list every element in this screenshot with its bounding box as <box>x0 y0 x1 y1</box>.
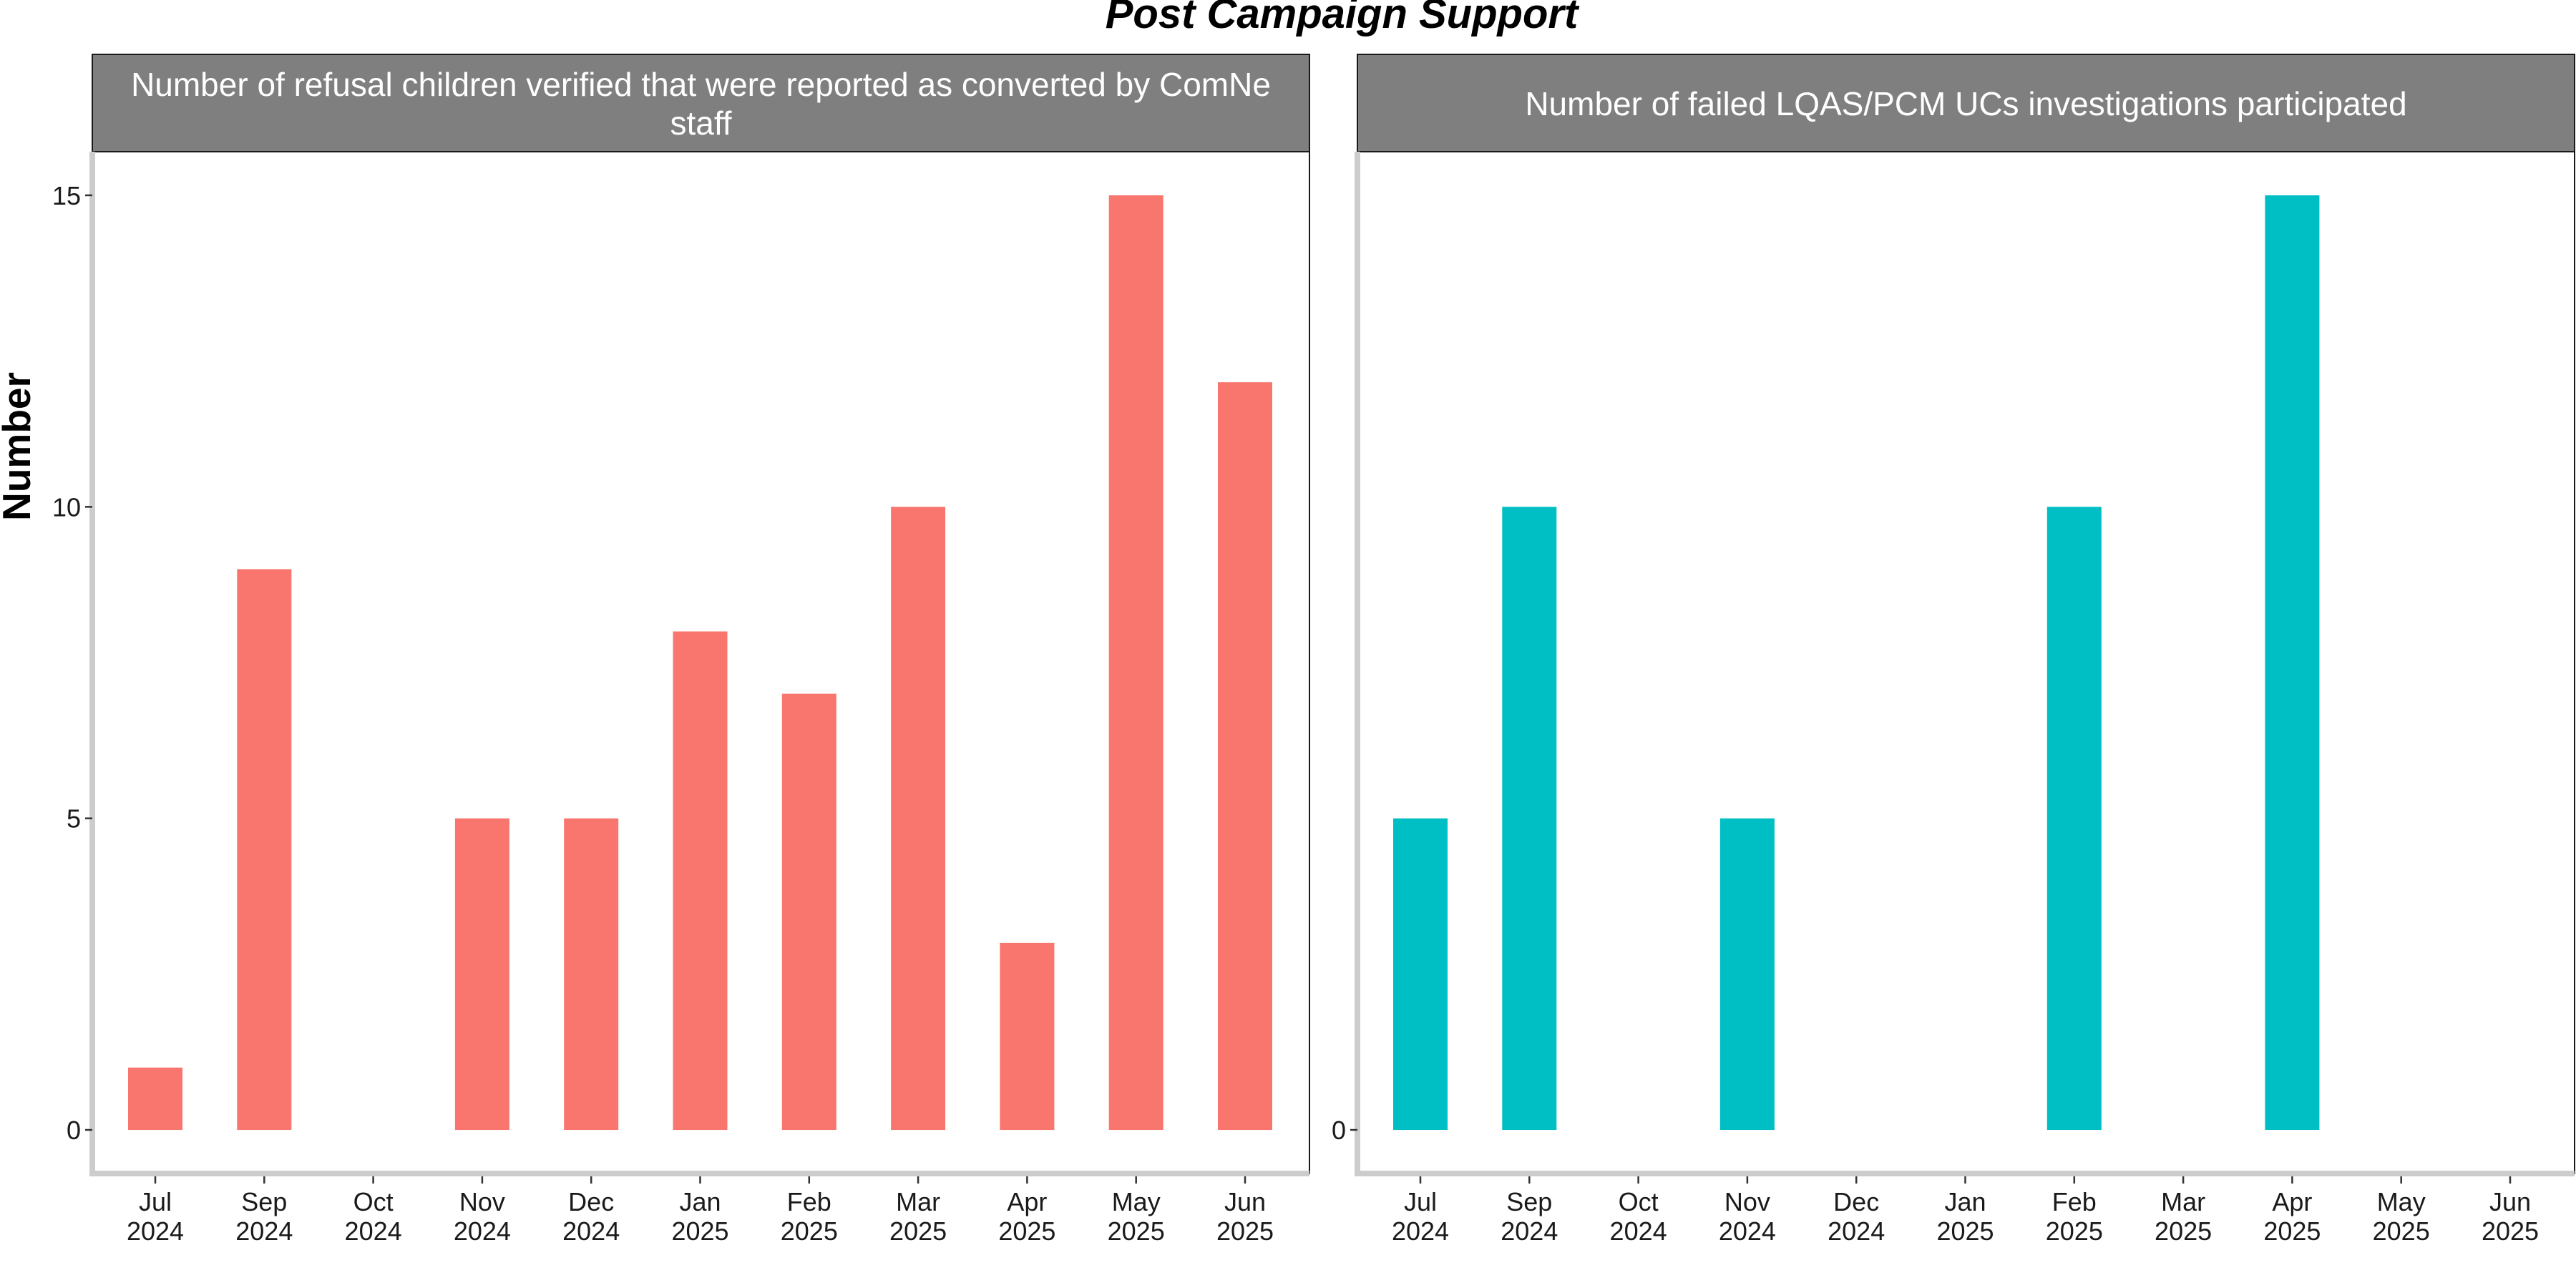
bar-nov-2024 <box>454 818 509 1131</box>
y-tick-label: 10 <box>52 492 81 522</box>
x-tick-label: Jun <box>2489 1187 2531 1216</box>
x-tick-label: Sep <box>241 1187 287 1216</box>
x-tick-label: Oct <box>353 1187 394 1216</box>
x-tick-label: Jan <box>679 1187 721 1216</box>
bar-apr-2025 <box>2265 195 2320 1131</box>
x-tick-label: Nov <box>459 1187 505 1216</box>
x-tick-label: Feb <box>2052 1187 2097 1216</box>
bar-feb-2025 <box>2046 507 2102 1131</box>
bar-jun-2025 <box>1218 382 1272 1131</box>
x-tick-label: Sep <box>1506 1187 1552 1216</box>
x-tick-label: 2025 <box>889 1216 947 1246</box>
x-tick-label: May <box>2377 1187 2426 1216</box>
y-tick-label: 0 <box>67 1116 81 1145</box>
x-tick-label: Jul <box>139 1187 172 1216</box>
bar-dec-2024 <box>564 818 619 1131</box>
x-tick-label: Jan <box>1944 1187 1986 1216</box>
x-tick-label: 2024 <box>345 1216 402 1246</box>
x-tick-label: 2025 <box>781 1216 838 1246</box>
x-tick-label: 2024 <box>1610 1216 1667 1246</box>
x-tick-label: 2025 <box>2046 1216 2103 1246</box>
x-tick-label: 2025 <box>1108 1216 1165 1246</box>
y-tick-label: 15 <box>52 181 81 210</box>
bar-nov-2024 <box>1719 818 1775 1131</box>
x-tick-label: 2024 <box>454 1216 511 1246</box>
bar-may-2025 <box>1108 195 1163 1131</box>
x-tick-label: 2024 <box>562 1216 620 1246</box>
bar-feb-2025 <box>781 693 836 1131</box>
x-tick-label: Nov <box>1724 1187 1770 1216</box>
x-tick-label: Dec <box>568 1187 614 1216</box>
bar-mar-2025 <box>891 507 946 1131</box>
x-tick-label: 2024 <box>1719 1216 1776 1246</box>
x-tick-label: May <box>1112 1187 1161 1216</box>
x-tick-label: Mar <box>896 1187 940 1216</box>
x-tick-label: 2025 <box>671 1216 728 1246</box>
facet-title-line: Number of refusal children verified that… <box>131 66 1271 103</box>
x-tick-label: Jul <box>1404 1187 1437 1216</box>
panel-refusal-children: Number of refusal children verified that… <box>52 54 1310 1246</box>
x-tick-label: 2025 <box>1936 1216 1994 1246</box>
bar-jan-2025 <box>673 631 728 1131</box>
panel-failed-lqas-investigations: Number of failed LQAS/PCM UCs investigat… <box>1332 54 2575 1246</box>
facet-strip <box>92 54 1310 152</box>
x-tick-label: 2025 <box>2482 1216 2539 1246</box>
x-tick-label: Feb <box>787 1187 831 1216</box>
x-tick-label: 2025 <box>2373 1216 2430 1246</box>
x-tick-label: Apr <box>2272 1187 2312 1216</box>
bar-sep-2024 <box>237 569 292 1131</box>
x-tick-label: Oct <box>1619 1187 1659 1216</box>
x-tick-label: 2024 <box>1828 1216 1885 1246</box>
x-tick-label: 2024 <box>127 1216 184 1246</box>
y-tick-label: 0 <box>1332 1116 1346 1145</box>
x-tick-label: Dec <box>1833 1187 1879 1216</box>
facet-strip <box>1357 54 2575 152</box>
x-tick-label: 2024 <box>235 1216 293 1246</box>
bar-jul-2024 <box>128 1067 182 1131</box>
x-tick-label: 2025 <box>998 1216 1055 1246</box>
bar-sep-2024 <box>1502 507 1557 1131</box>
facet-title-line: Number of failed LQAS/PCM UCs investigat… <box>1525 85 2406 122</box>
y-axis-label: Number <box>0 372 39 521</box>
figure-title: Post Campaign Support <box>1106 0 1580 37</box>
bar-jul-2024 <box>1393 818 1448 1131</box>
y-tick-label: 5 <box>67 804 81 834</box>
x-tick-label: 2024 <box>1501 1216 1558 1246</box>
facet-title-line: staff <box>670 104 731 142</box>
x-tick-label: 2025 <box>2263 1216 2321 1246</box>
x-tick-label: 2024 <box>1392 1216 1449 1246</box>
x-tick-label: 2025 <box>1216 1216 1274 1246</box>
x-tick-label: Mar <box>2161 1187 2205 1216</box>
x-tick-label: Apr <box>1007 1187 1047 1216</box>
bar-apr-2025 <box>1000 942 1055 1131</box>
x-tick-label: Jun <box>1224 1187 1266 1216</box>
x-tick-label: 2025 <box>2155 1216 2212 1246</box>
